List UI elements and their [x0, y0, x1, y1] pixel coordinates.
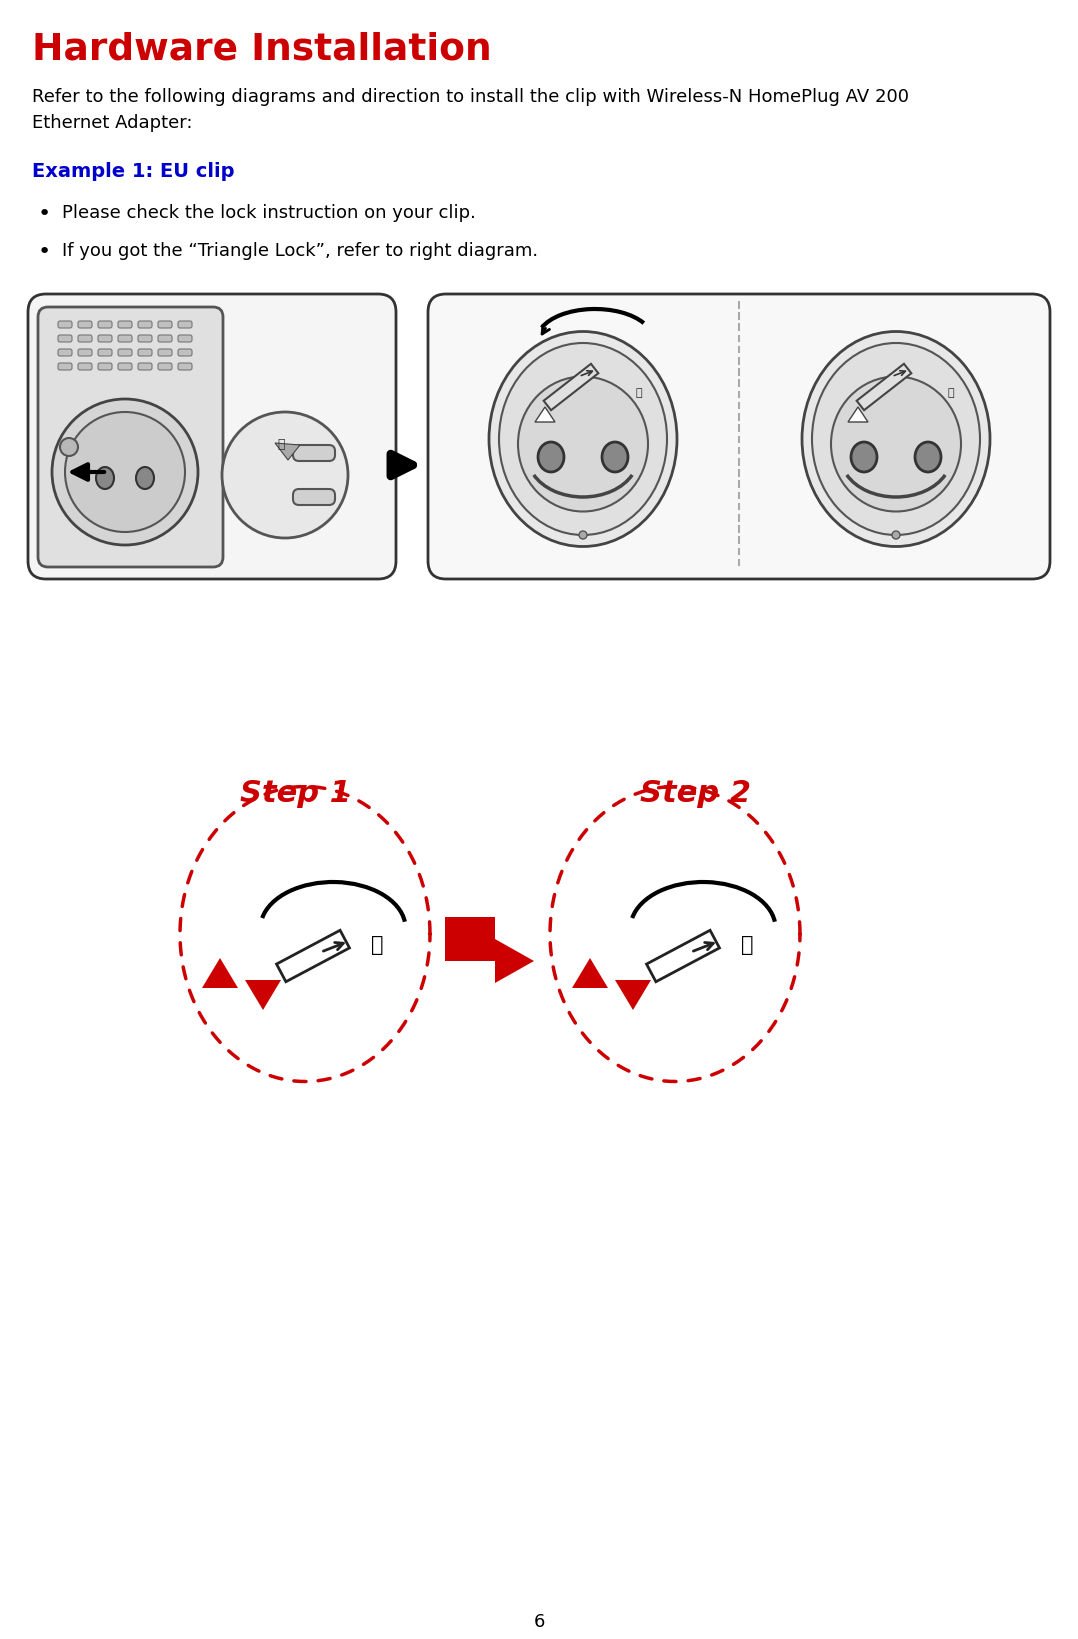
FancyBboxPatch shape [118, 349, 132, 357]
Text: •: • [38, 243, 52, 262]
FancyBboxPatch shape [78, 321, 92, 329]
FancyBboxPatch shape [118, 321, 132, 329]
Ellipse shape [602, 443, 628, 472]
Bar [445, 918, 495, 962]
FancyBboxPatch shape [158, 336, 172, 343]
Ellipse shape [812, 344, 980, 536]
FancyBboxPatch shape [118, 336, 132, 343]
FancyBboxPatch shape [58, 321, 72, 329]
FancyBboxPatch shape [98, 349, 112, 357]
Text: 🔒: 🔒 [371, 934, 384, 954]
FancyBboxPatch shape [98, 336, 112, 343]
Text: 6: 6 [534, 1613, 544, 1631]
FancyBboxPatch shape [138, 336, 152, 343]
Polygon shape [616, 980, 651, 1010]
Polygon shape [647, 931, 719, 982]
Text: Refer to the following diagrams and direction to install the clip with Wireless-: Refer to the following diagrams and dire… [32, 89, 909, 133]
Text: 🔒: 🔒 [741, 934, 754, 954]
Text: •: • [38, 203, 52, 225]
FancyBboxPatch shape [78, 336, 92, 343]
Ellipse shape [96, 467, 114, 490]
Circle shape [892, 531, 900, 539]
FancyBboxPatch shape [138, 321, 152, 329]
Ellipse shape [831, 377, 960, 511]
FancyBboxPatch shape [158, 349, 172, 357]
Polygon shape [245, 980, 281, 1010]
FancyBboxPatch shape [38, 308, 223, 567]
FancyBboxPatch shape [178, 336, 192, 343]
Text: Example 1: EU clip: Example 1: EU clip [32, 162, 235, 180]
FancyBboxPatch shape [158, 364, 172, 370]
Ellipse shape [851, 443, 877, 472]
Circle shape [222, 413, 348, 539]
Text: Please check the lock instruction on your clip.: Please check the lock instruction on you… [63, 203, 475, 221]
Polygon shape [857, 364, 911, 411]
FancyBboxPatch shape [98, 321, 112, 329]
Text: Step 1: Step 1 [240, 779, 351, 808]
FancyBboxPatch shape [138, 364, 152, 370]
FancyBboxPatch shape [293, 490, 335, 506]
Polygon shape [543, 364, 598, 411]
Text: 🔒: 🔒 [635, 388, 641, 398]
Polygon shape [572, 959, 608, 988]
FancyBboxPatch shape [78, 364, 92, 370]
FancyBboxPatch shape [58, 349, 72, 357]
Polygon shape [535, 408, 555, 423]
Circle shape [65, 413, 185, 533]
Text: Step 2: Step 2 [640, 779, 751, 808]
FancyBboxPatch shape [28, 295, 396, 580]
Text: Hardware Installation: Hardware Installation [32, 33, 492, 67]
FancyBboxPatch shape [428, 295, 1050, 580]
Polygon shape [495, 939, 534, 983]
Text: If you got the “Triangle Lock”, refer to right diagram.: If you got the “Triangle Lock”, refer to… [63, 243, 538, 261]
Ellipse shape [136, 467, 154, 490]
Polygon shape [275, 444, 300, 461]
FancyBboxPatch shape [158, 321, 172, 329]
FancyBboxPatch shape [98, 364, 112, 370]
Text: 🔒: 🔒 [277, 438, 285, 451]
Polygon shape [202, 959, 238, 988]
FancyBboxPatch shape [78, 349, 92, 357]
FancyBboxPatch shape [118, 364, 132, 370]
FancyBboxPatch shape [138, 349, 152, 357]
Circle shape [52, 400, 198, 546]
FancyBboxPatch shape [178, 349, 192, 357]
Polygon shape [277, 931, 349, 982]
FancyBboxPatch shape [58, 336, 72, 343]
FancyBboxPatch shape [58, 364, 72, 370]
Ellipse shape [519, 377, 648, 511]
FancyBboxPatch shape [178, 364, 192, 370]
Ellipse shape [915, 443, 941, 472]
Ellipse shape [499, 344, 667, 536]
Text: 🔒: 🔒 [948, 388, 955, 398]
Ellipse shape [538, 443, 564, 472]
Ellipse shape [489, 333, 677, 547]
FancyBboxPatch shape [293, 446, 335, 462]
Ellipse shape [802, 333, 990, 547]
Circle shape [579, 531, 588, 539]
Polygon shape [848, 408, 868, 423]
Circle shape [60, 439, 78, 457]
FancyBboxPatch shape [178, 321, 192, 329]
